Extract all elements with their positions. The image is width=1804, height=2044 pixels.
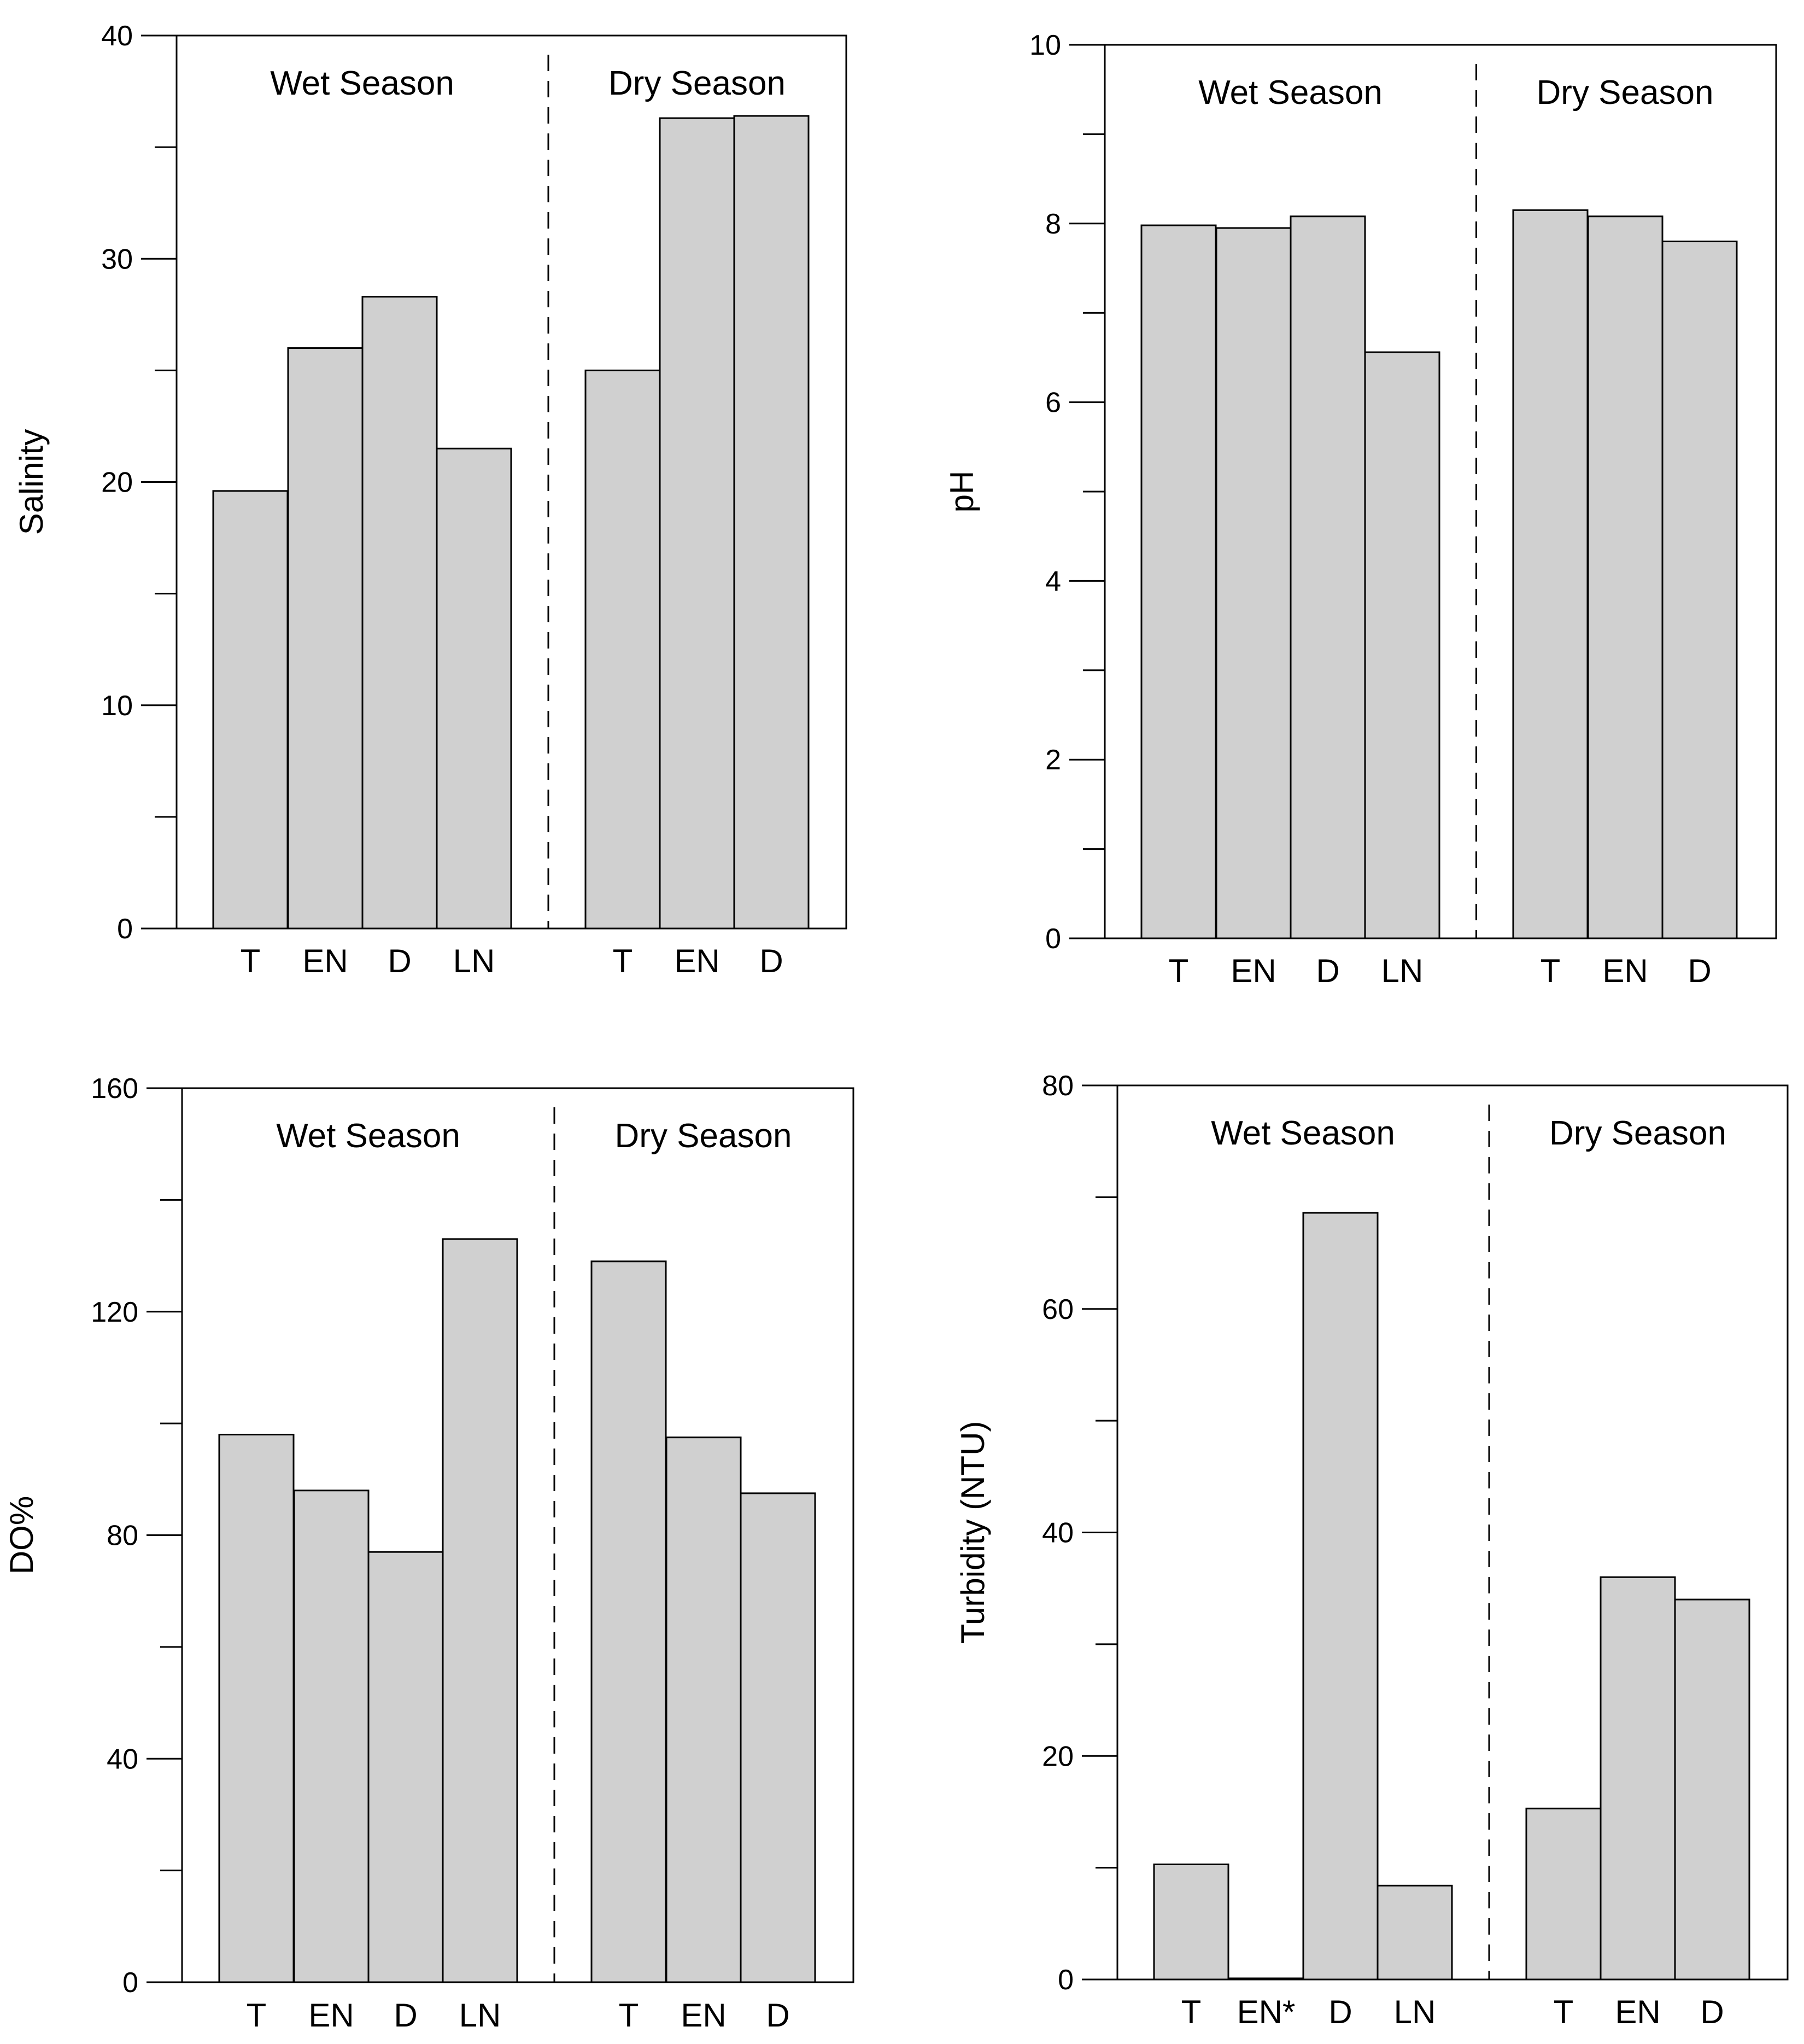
category-label: T <box>613 943 633 979</box>
bar[interactable] <box>1674 1598 1750 1981</box>
category-label: D <box>759 943 783 979</box>
category-label: T <box>241 943 261 979</box>
season-title: Wet Season <box>1198 74 1383 112</box>
category-label: EN <box>1602 953 1648 989</box>
y-tick-label: 2 <box>1045 744 1061 776</box>
season-title: Wet Season <box>270 65 454 102</box>
category-label: D <box>1316 953 1339 989</box>
bar[interactable] <box>1140 224 1217 939</box>
category-label: T <box>1541 953 1561 989</box>
bar[interactable] <box>218 1434 295 1983</box>
chart-panel-4: 0 20 40 60 80 Turbidity (NTU) T EN* D LN T EN D Wet S… <box>954 1070 1789 2030</box>
season-title: Dry Season <box>615 1117 792 1155</box>
category-label: T <box>1169 953 1189 989</box>
bar[interactable] <box>740 1492 816 1983</box>
category-label: D <box>1328 1994 1352 2030</box>
category-label: D <box>766 1997 789 2034</box>
bar[interactable] <box>584 369 661 930</box>
y-tick-label: 20 <box>101 467 133 499</box>
y-tick-label: 4 <box>1045 565 1061 597</box>
bar[interactable] <box>733 115 810 930</box>
bar[interactable] <box>1661 240 1738 939</box>
season-title: Dry Season <box>1549 1114 1726 1152</box>
y-tick-label: 160 <box>91 1073 138 1105</box>
bar[interactable] <box>1215 227 1292 939</box>
bar[interactable] <box>436 447 512 930</box>
y-tick-label: 6 <box>1045 387 1061 419</box>
category-label: T <box>619 1997 639 2034</box>
y-tick-label: 0 <box>117 913 133 945</box>
category-label: EN* <box>1237 1994 1296 2030</box>
season-title: Wet Season <box>276 1117 460 1155</box>
category-label: T <box>1554 1994 1574 2030</box>
bar[interactable] <box>287 347 364 930</box>
category-label: LN <box>453 943 495 979</box>
y-tick-label: 10 <box>101 690 133 722</box>
bar[interactable] <box>1525 1807 1602 1981</box>
category-label: D <box>1688 953 1711 989</box>
y-tick-label: 60 <box>1042 1294 1074 1325</box>
y-tick-label: 40 <box>101 20 133 52</box>
bar[interactable] <box>1587 215 1664 939</box>
bar[interactable] <box>1153 1863 1229 1981</box>
bar[interactable] <box>1302 1212 1379 1981</box>
y-tick-label: 80 <box>107 1520 138 1552</box>
category-label: D <box>1700 1994 1724 2030</box>
season-title: Wet Season <box>1211 1114 1395 1152</box>
bar[interactable] <box>293 1490 370 1983</box>
y-tick-label: 40 <box>1042 1517 1074 1549</box>
y-tick-label: 80 <box>1042 1070 1074 1102</box>
season-title: Dry Season <box>608 65 786 102</box>
season-title: Dry Season <box>1537 74 1714 112</box>
y-tick-label: 0 <box>1045 923 1061 955</box>
category-label: LN <box>1381 953 1424 989</box>
bar[interactable] <box>361 296 438 930</box>
bar[interactable] <box>590 1260 667 1983</box>
category-label: EN <box>1231 953 1276 989</box>
bar[interactable] <box>659 117 735 930</box>
bar[interactable] <box>1600 1576 1676 1981</box>
y-tick-label: 0 <box>1058 1964 1074 1996</box>
chart-panel-3: 0 40 80 120 160 DO% T EN D LN T EN D Wet Season Dry Se… <box>3 1073 854 2034</box>
y-tick-label: 120 <box>91 1297 138 1328</box>
category-label: EN <box>302 943 348 979</box>
y-tick-label: 0 <box>122 1967 138 1999</box>
bar[interactable] <box>665 1436 742 1983</box>
bar[interactable] <box>1228 1977 1304 1981</box>
category-label: LN <box>459 1997 501 2034</box>
bar[interactable] <box>1512 209 1589 939</box>
category-label: D <box>388 943 411 979</box>
bar[interactable] <box>1377 1884 1453 1981</box>
category-label: T <box>1181 1994 1202 2030</box>
category-label: D <box>394 1997 417 2034</box>
chart-panel-1: 0 10 20 30 40 Salinity T EN D LN T EN D Wet Season Dry… <box>13 20 847 979</box>
y-tick-label: 30 <box>101 243 133 275</box>
bar[interactable] <box>1364 351 1440 939</box>
y-axis-label: Turbidity (NTU) <box>954 1421 991 1644</box>
y-tick-label: 8 <box>1045 208 1061 240</box>
bar[interactable] <box>442 1238 518 1983</box>
y-axis-label: pH <box>944 471 980 513</box>
y-tick-label: 10 <box>1029 30 1061 61</box>
y-tick-label: 20 <box>1042 1741 1074 1772</box>
category-label: EN <box>308 1997 354 2034</box>
category-label: EN <box>1615 1994 1660 2030</box>
y-axis-label: Salinity <box>13 429 50 535</box>
category-label: T <box>247 1997 267 2034</box>
bar[interactable] <box>1290 215 1366 939</box>
y-axis-label: DO% <box>3 1496 40 1574</box>
bar[interactable] <box>212 490 289 930</box>
category-label: EN <box>674 943 719 979</box>
category-label: LN <box>1394 1994 1436 2030</box>
bar[interactable] <box>367 1551 444 1983</box>
y-tick-label: 40 <box>107 1743 138 1775</box>
category-label: EN <box>681 1997 726 2034</box>
chart-panel-2: 0 2 4 6 8 10 pH T EN D LN T EN D Wet Season Dry Season <box>944 30 1777 989</box>
